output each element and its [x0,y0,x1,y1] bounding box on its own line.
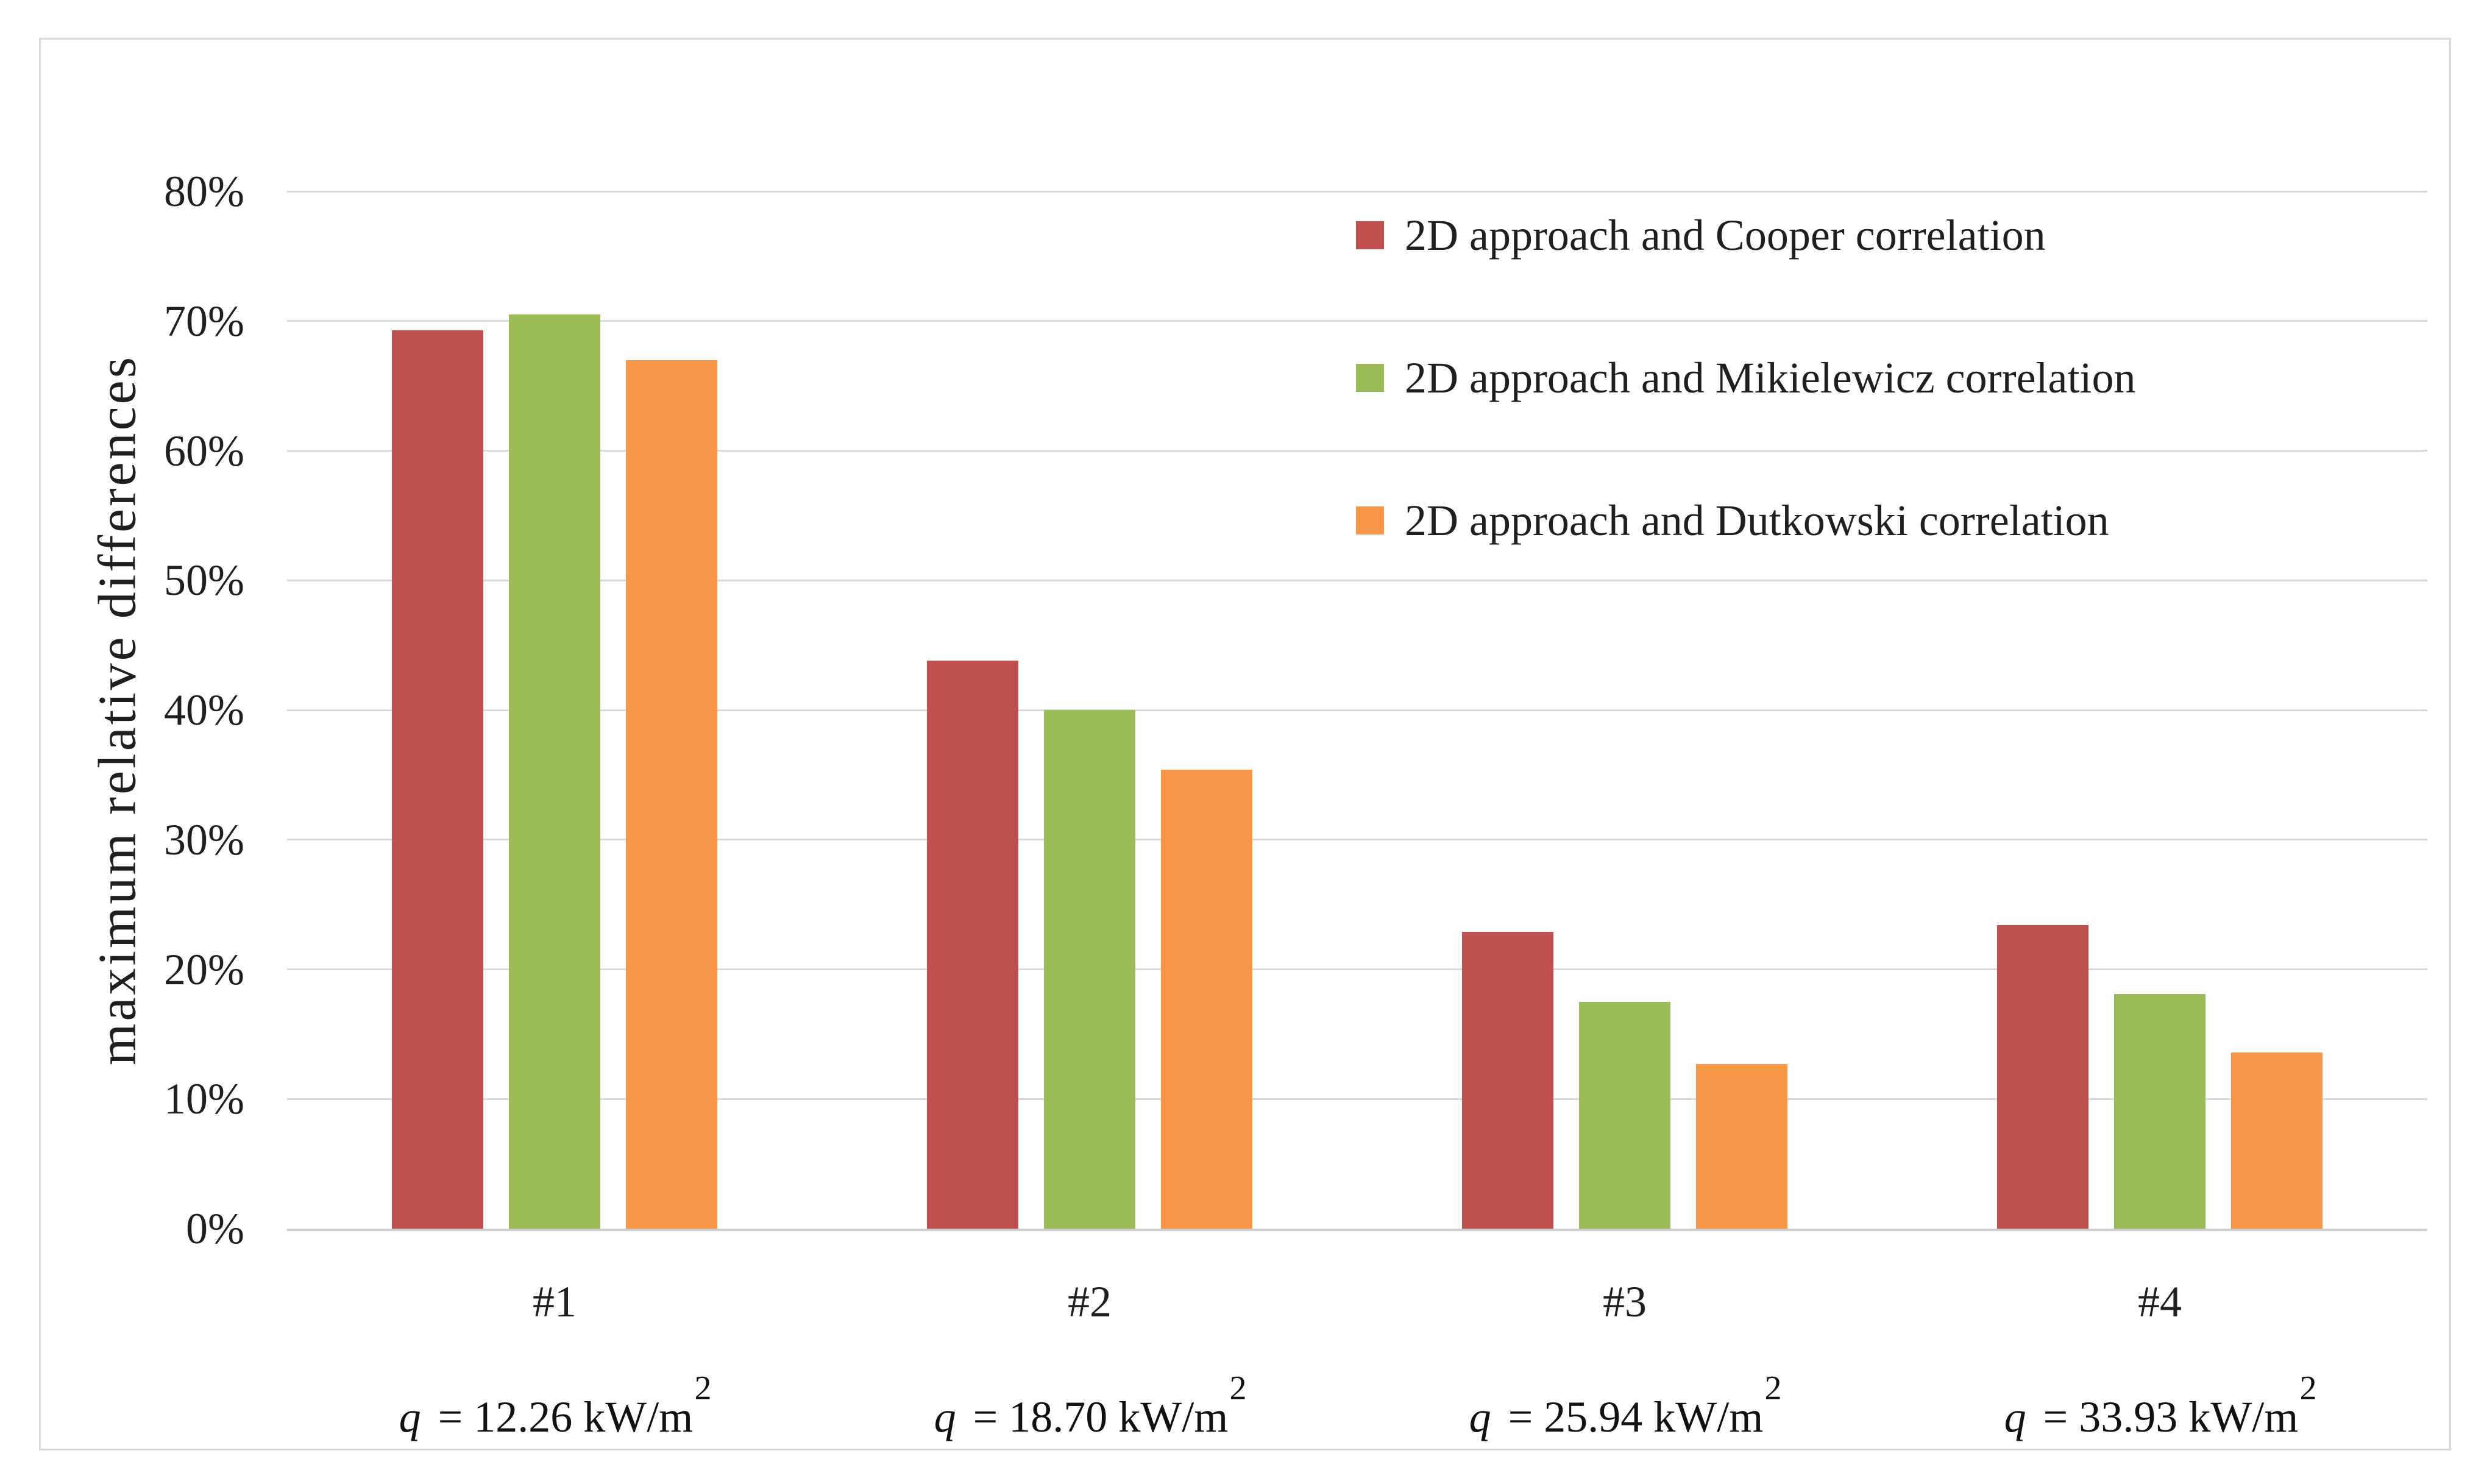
bar-#4-cooper [1997,925,2088,1229]
q-symbol: q [934,1393,956,1441]
y-tick-label-70%: 70% [164,296,244,346]
gridline-20% [287,968,2427,970]
y-tick-label-50%: 50% [164,556,244,605]
q-exponent: 2 [1764,1369,1782,1407]
gridline-80% [287,190,2427,193]
heat-flux-label-#2: q = 18.70 kW/m2 [815,1371,1364,1446]
y-tick-label-40%: 40% [164,686,244,734]
q-exponent: 2 [694,1369,712,1407]
bar-#1-dutkowski [626,360,717,1229]
legend-label-mikielewicz: 2D approach and Mikielewicz correlation [1405,353,2136,402]
legend-item-mikielewicz: 2D approach and Mikielewicz correlation [1356,356,2136,400]
legend-label-dutkowski: 2D approach and Dutkowski correlation [1405,496,2109,545]
q-value-text: = 18.70 kW/m [962,1393,1229,1441]
chart-area: maximum relative differences 0% 10% 20% 30%… [39,38,2451,1450]
gridline-30% [287,839,2427,841]
plot-area [287,190,2427,1231]
bar-#4-mikielewicz [2114,993,2205,1229]
legend-swatch-dutkowski [1356,506,1384,534]
q-value-text: = 12.26 kW/m [427,1393,694,1441]
y-tick-label-60%: 60% [164,426,244,475]
legend-swatch-mikielewicz [1356,364,1384,392]
q-value-text: = 33.93 kW/m [2032,1393,2299,1441]
y-tick-label-0%: 0% [186,1204,244,1253]
y-tick-label-10%: 10% [164,1074,244,1124]
bar-#3-cooper [1462,931,1553,1229]
q-exponent: 2 [1229,1369,1247,1407]
heat-flux-label-#4: q = 33.93 kW/m2 [1886,1371,2434,1446]
q-symbol: q [1469,1393,1491,1441]
category-label-#1: #1 [533,1277,577,1326]
bar-#1-mikielewicz [509,314,600,1229]
legend-swatch-cooper [1356,221,1384,249]
bar-#3-dutkowski [1696,1063,1787,1229]
q-exponent: 2 [2299,1369,2317,1407]
y-tick-label-30%: 30% [164,815,244,864]
bar-#4-dutkowski [2231,1052,2323,1229]
gridline-70% [287,320,2427,322]
legend-item-dutkowski: 2D approach and Dutkowski correlation [1356,499,2109,542]
q-value-text: = 25.94 kW/m [1497,1393,1764,1441]
category-label-#2: #2 [1068,1277,1112,1326]
y-tick-label-80%: 80% [164,167,244,216]
legend-item-cooper: 2D approach and Cooper correlation [1356,213,2046,257]
category-label-#4: #4 [2138,1277,2182,1326]
legend-label-cooper: 2D approach and Cooper correlation [1405,211,2046,260]
bar-#2-mikielewicz [1044,710,1135,1229]
category-label-#3: #3 [1603,1277,1647,1326]
gridline-50% [287,579,2427,581]
gridline-10% [287,1098,2427,1100]
heat-flux-label-#3: q = 25.94 kW/m2 [1350,1371,1899,1446]
bar-#1-cooper [392,330,483,1229]
bar-#2-dutkowski [1161,769,1252,1229]
bar-#2-cooper [927,661,1018,1229]
heat-flux-label-#1: q = 12.26 kW/m2 [280,1371,829,1446]
x-axis-baseline [287,1229,2427,1231]
gridline-40% [287,709,2427,711]
q-symbol: q [2004,1393,2026,1441]
q-symbol: q [399,1393,421,1441]
gridline-60% [287,450,2427,452]
bar-#3-mikielewicz [1579,1001,1670,1229]
y-tick-label-20%: 20% [164,945,244,994]
